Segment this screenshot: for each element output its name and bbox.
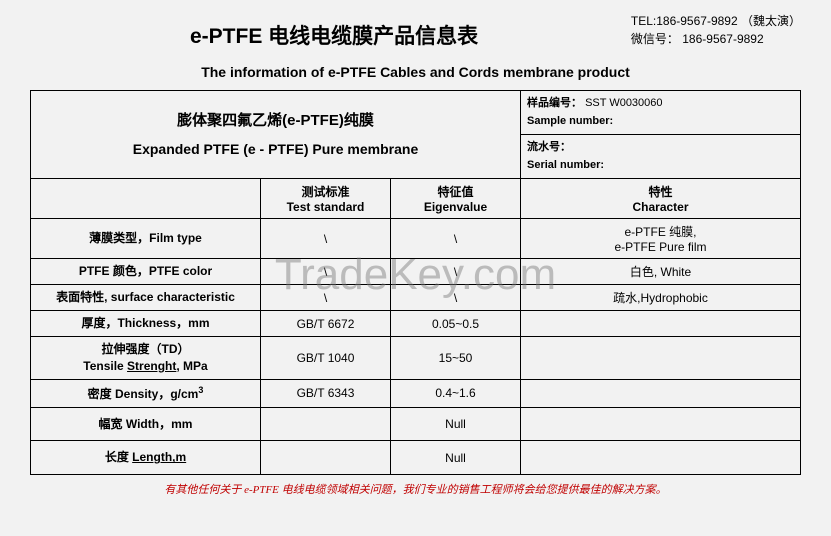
footer-note: 有其他任何关于 e-PTFE 电线电缆领域相关问题，我们专业的销售工程师将会给您… (30, 481, 801, 497)
row-eigen: Null (391, 407, 521, 441)
table-row: 拉伸强度（TD） Tensile Strenght, MPa GB/T 1040… (31, 337, 801, 380)
serial-label-cn: 流水号： (527, 141, 571, 153)
main-title: e-PTFE 电线电缆膜产品信息表 (190, 20, 478, 50)
row-test: \ (261, 259, 391, 285)
col-eigen-cn: 特征值 (397, 183, 514, 200)
table-row: 密度 Density，g/cm3 GB/T 6343 0.4~1.6 (31, 379, 801, 407)
row-char (521, 311, 801, 337)
row-test: \ (261, 219, 391, 259)
row-label-sup: 3 (198, 385, 203, 395)
col-char: 特性 Character (521, 179, 801, 219)
row-char (521, 407, 801, 441)
row-eigen: 0.4~1.6 (391, 379, 521, 407)
row-test: GB/T 1040 (261, 337, 391, 380)
sample-number-cell: 样品编号： SST W0030060 Sample number: (521, 91, 801, 135)
serial-label-en: Serial number: (527, 159, 604, 171)
product-name-en: Expanded PTFE (e - PTFE) Pure membrane (39, 136, 512, 163)
subtitle-en: The information of e-PTFE Cables and Cor… (30, 64, 801, 80)
row-char (521, 441, 801, 475)
row-label-l1: 拉伸强度（TD） (37, 341, 254, 358)
row-eigen: 15~50 (391, 337, 521, 380)
col-eigen-en: Eigenvalue (397, 200, 514, 214)
spec-table: 膨体聚四氟乙烯(e-PTFE)纯膜 Expanded PTFE (e - PTF… (30, 90, 801, 475)
row-label-l2-u: Strenght (127, 359, 176, 373)
contact-block: TEL:186-9567-9892 （魏太演） 微信号： 186-9567-98… (631, 12, 801, 48)
product-name-cn: 膨体聚四氟乙烯(e-PTFE)纯膜 (39, 107, 512, 136)
tel-name: （魏太演） (741, 14, 801, 28)
row-char: 白色, White (521, 259, 801, 285)
row-test: GB/T 6343 (261, 379, 391, 407)
row-eigen: \ (391, 259, 521, 285)
row-eigen: 0.05~0.5 (391, 311, 521, 337)
tel-label: TEL: (631, 14, 656, 28)
wechat-value: 186-9567-9892 (682, 32, 763, 46)
table-row: 表面特性, surface characteristic \ \ 疏水,Hydr… (31, 285, 801, 311)
col-empty (31, 179, 261, 219)
product-title-cell: 膨体聚四氟乙烯(e-PTFE)纯膜 Expanded PTFE (e - PTF… (31, 91, 521, 179)
header-row: e-PTFE 电线电缆膜产品信息表 TEL:186-9567-9892 （魏太演… (30, 12, 801, 50)
row-test (261, 407, 391, 441)
row-label-l2-pre: Tensile (83, 359, 127, 373)
row-test (261, 441, 391, 475)
row-label: 密度 Density，g/cm3 (31, 379, 261, 407)
tel-value: 186-9567-9892 (656, 14, 737, 28)
row-label-l2-post: , MPa (176, 359, 207, 373)
row-char: 疏水,Hydrophobic (521, 285, 801, 311)
col-test: 测试标准 Test standard (261, 179, 391, 219)
row-char (521, 337, 801, 380)
row-char (521, 379, 801, 407)
row-label-u: Length,m (132, 450, 186, 464)
row-label: 长度 Length,m (31, 441, 261, 475)
row-label: 表面特性, surface characteristic (31, 285, 261, 311)
sample-label-cn: 样品编号： (527, 97, 582, 109)
table-row: 长度 Length,m Null (31, 441, 801, 475)
row-label: 幅宽 Width，mm (31, 407, 261, 441)
table-row: 薄膜类型，Film type \ \ e-PTFE 纯膜, e-PTFE Pur… (31, 219, 801, 259)
row-eigen: Null (391, 441, 521, 475)
row-label-pre: 长度 (105, 450, 132, 464)
col-eigen: 特征值 Eigenvalue (391, 179, 521, 219)
row-label: 薄膜类型，Film type (31, 219, 261, 259)
row-label: 厚度，Thickness，mm (31, 311, 261, 337)
row-char-l1: e-PTFE 纯膜, (527, 223, 794, 240)
row-char-l2: e-PTFE Pure film (527, 240, 794, 254)
table-row: 厚度，Thickness，mm GB/T 6672 0.05~0.5 (31, 311, 801, 337)
row-eigen: \ (391, 285, 521, 311)
row-label: 拉伸强度（TD） Tensile Strenght, MPa (31, 337, 261, 380)
wechat-label: 微信号： (631, 32, 679, 46)
sample-value: SST W0030060 (585, 97, 662, 109)
col-char-en: Character (527, 200, 794, 214)
row-eigen: \ (391, 219, 521, 259)
row-label-pre: 密度 Density，g/cm (88, 387, 199, 401)
sample-label-en: Sample number: (527, 115, 613, 127)
row-char: e-PTFE 纯膜, e-PTFE Pure film (521, 219, 801, 259)
col-char-cn: 特性 (527, 183, 794, 200)
serial-number-cell: 流水号： Serial number: (521, 135, 801, 179)
row-test: \ (261, 285, 391, 311)
col-test-en: Test standard (267, 200, 384, 214)
table-row: 幅宽 Width，mm Null (31, 407, 801, 441)
table-row: PTFE 颜色，PTFE color \ \ 白色, White (31, 259, 801, 285)
row-label: PTFE 颜色，PTFE color (31, 259, 261, 285)
row-test: GB/T 6672 (261, 311, 391, 337)
col-test-cn: 测试标准 (267, 183, 384, 200)
